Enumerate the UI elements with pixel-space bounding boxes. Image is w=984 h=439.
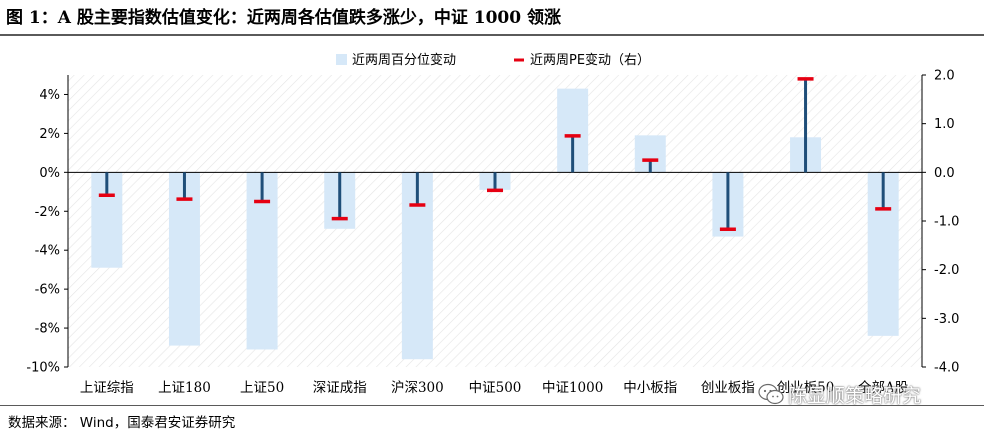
- watermark-text: 陈显顺策略研究: [788, 384, 922, 407]
- right-tick-label-5: -3.0: [934, 312, 959, 327]
- title-divider: [0, 34, 984, 36]
- left-axis: 4% 2% 0% -2% -4% -6% -8% -10%: [26, 75, 69, 376]
- left-tick-label-4: -4%: [35, 244, 60, 259]
- right-tick-label-2: 0.0: [934, 166, 955, 181]
- left-tick-label-0: 4%: [39, 88, 60, 103]
- chart-svg: 4% 2% 0% -2% -4% -6% -8% -10% 2.0 1.0 0.0 -1.0 -2.0…: [26, 52, 959, 396]
- category-label-1: 上证180: [158, 380, 211, 396]
- source-note: 数据来源： Wind，国泰君安证券研究: [8, 415, 236, 431]
- category-label-9: 创业板50: [777, 380, 835, 396]
- left-tick-label-7: -10%: [26, 361, 60, 376]
- category-label-4: 沪深300: [391, 380, 444, 396]
- legend-label-pe: 近两周PE变动（右）: [530, 52, 650, 68]
- legend-label-percentile: 近两周百分位变动: [352, 52, 456, 68]
- pe-change-markers: [98, 77, 892, 232]
- left-tick-label-1: 2%: [39, 127, 60, 142]
- category-label-2: 上证50: [240, 380, 284, 396]
- source-divider: [0, 405, 984, 406]
- category-label-10: 全部A股: [858, 379, 909, 396]
- left-tick-label-6: -8%: [35, 322, 60, 337]
- bar-1: [168, 172, 200, 346]
- right-tick-label-3: -1.0: [934, 215, 959, 230]
- category-label-6: 中证1000: [542, 380, 603, 396]
- plot-background: [68, 75, 922, 367]
- category-axis: 上证综指 上证180 上证50 深证成指 沪深300 中证500 中证1000 中小板指 创业板…: [80, 379, 909, 396]
- category-label-3: 深证成指: [313, 380, 367, 396]
- left-tick-label-2: 0%: [39, 166, 60, 181]
- right-tick-label-6: -4.0: [934, 361, 959, 376]
- plot-area-hatch: [68, 75, 922, 367]
- left-tick-label-3: -2%: [35, 205, 60, 220]
- left-tick-label-5: -6%: [35, 283, 60, 298]
- category-label-7: 中小板指: [623, 380, 677, 396]
- legend-swatch-percentile: [336, 54, 347, 65]
- wechat-icon: [758, 383, 784, 405]
- right-tick-label-4: -2.0: [934, 263, 959, 278]
- right-tick-label-1: 1.0: [934, 117, 955, 132]
- figure-title: 图 1：A 股主要指数估值变化：近两周各估值跌多涨少，中证 1000 领涨: [6, 8, 562, 28]
- watermark: 陈显顺策略研究: [758, 378, 978, 410]
- right-axis: 2.0 1.0 0.0 -1.0 -2.0 -3.0 -4.0: [921, 69, 959, 376]
- category-label-0: 上证综指: [80, 380, 134, 396]
- category-label-5: 中证500: [469, 380, 522, 396]
- right-tick-label-0: 2.0: [934, 69, 955, 84]
- category-label-8: 创业板指: [701, 380, 755, 396]
- chart-legend: 近两周百分位变动 近两周PE变动（右）: [336, 52, 650, 68]
